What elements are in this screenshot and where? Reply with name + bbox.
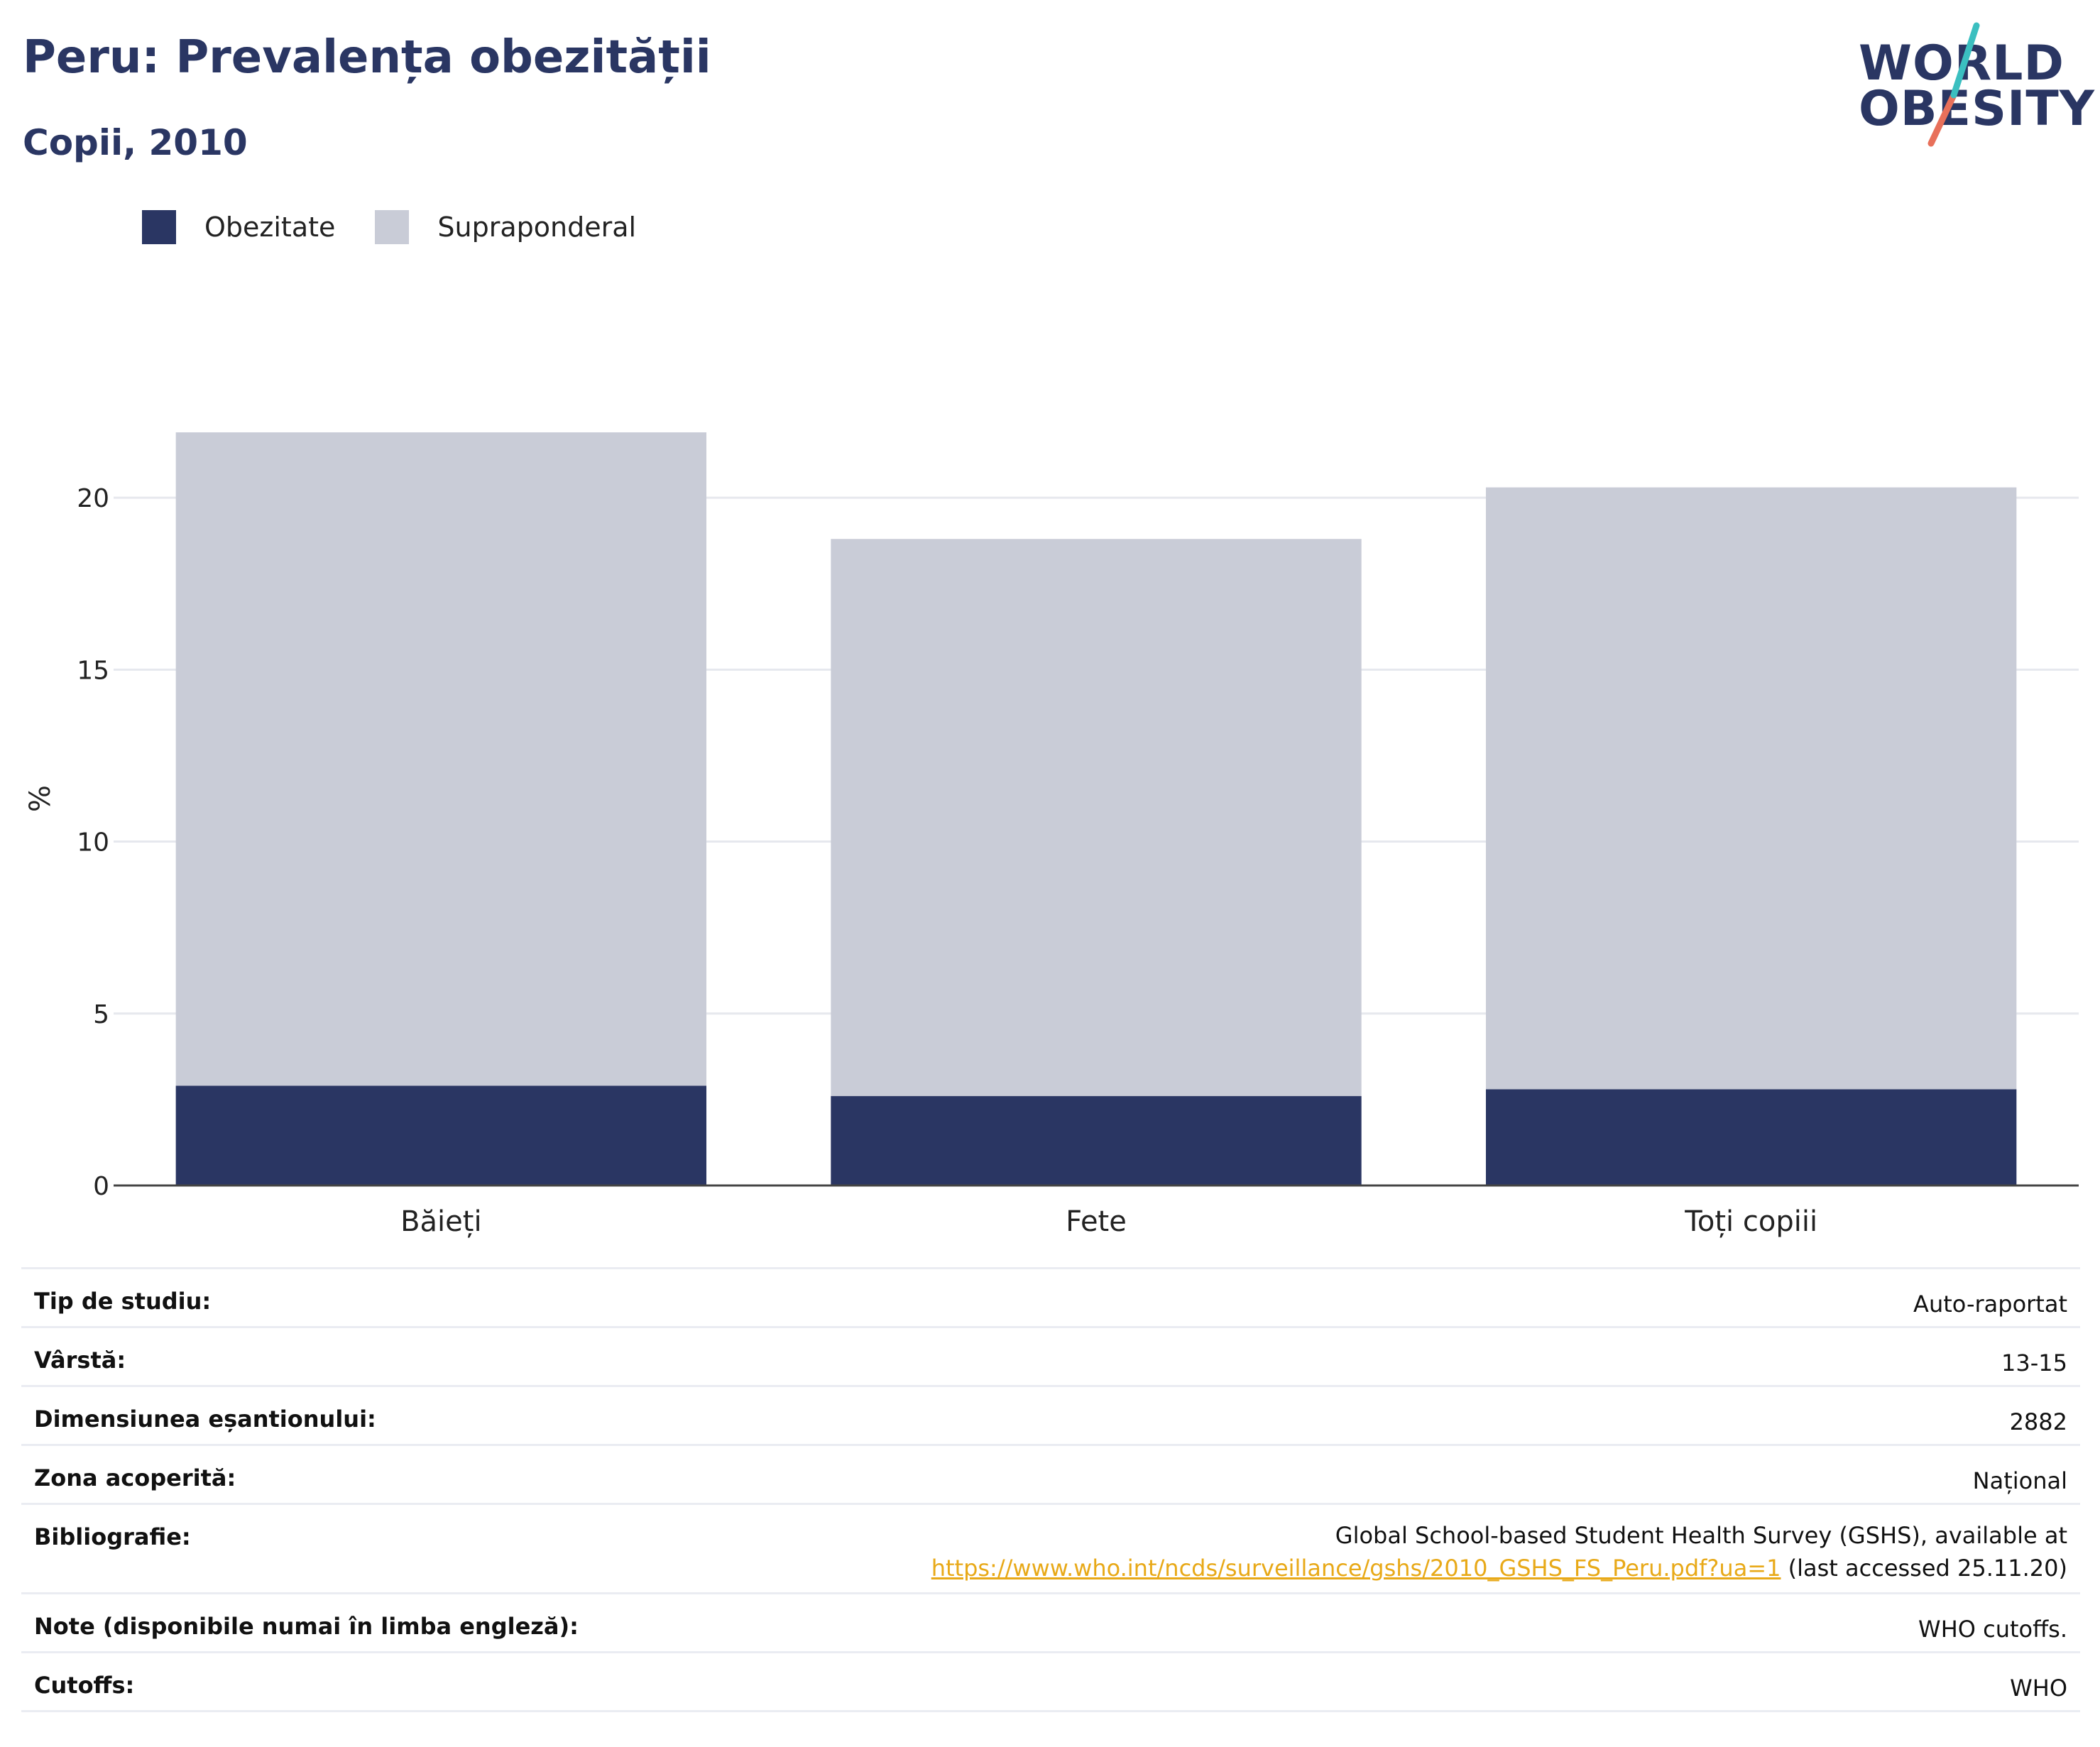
meta-value: 13-15 (2001, 1349, 2067, 1376)
meta-row: Dimensiunea eșantionului: 2882 (21, 1385, 2080, 1444)
y-tick-label: 15 (77, 656, 109, 685)
bar-obesity (831, 1096, 1362, 1185)
chart-title: Peru: Prevalența obezității (23, 31, 711, 84)
meta-label: Dimensiunea eșantionului: (34, 1406, 376, 1433)
legend-item-overweight[interactable]: Supraponderal (375, 210, 636, 244)
meta-row-bibliography: Bibliografie: Global School-based Studen… (21, 1503, 2080, 1592)
meta-label: Tip de studiu: (34, 1288, 212, 1315)
bar-obesity (175, 1085, 707, 1185)
study-info-table: Tip de studiu: Auto-raportat Vârstă: 13-15 D… (21, 1267, 2080, 1712)
legend-label-overweight: Supraponderal (437, 212, 637, 243)
bar-overweight (175, 432, 707, 1086)
meta-label: Cutoffs: (34, 1672, 135, 1699)
meta-label-bibliography: Bibliografie: (34, 1523, 191, 1550)
meta-row: Vârstă: 13-15 (21, 1326, 2080, 1385)
meta-row: Tip de studiu: Auto-raportat (21, 1267, 2080, 1326)
meta-label: Vârstă: (34, 1347, 126, 1374)
legend-swatch-obesity (142, 210, 176, 244)
bar-overweight (1485, 487, 2017, 1090)
meta-value: WHO cutoffs. (1918, 1616, 2067, 1643)
meta-value: Auto-raportat (1913, 1291, 2067, 1318)
x-tick-label: Băieți (400, 1205, 481, 1238)
bar-obesity (1485, 1089, 2017, 1185)
world-obesity-logo: WORLD OBESITY (1846, 21, 2094, 149)
logo-slash-icon (1927, 22, 1980, 147)
bibliography-text: Global School-based Student Health Surve… (1335, 1522, 2067, 1549)
y-tick-label: 0 (93, 1172, 109, 1201)
y-axis-label: % (24, 785, 57, 812)
meta-value: 2882 (2009, 1408, 2067, 1435)
y-tick-label: 5 (93, 1000, 109, 1029)
logo-word-2: OBESITY (1859, 81, 2095, 137)
bar-overweight (831, 539, 1362, 1097)
stacked-bar-chart: 0 5 10 15 20% Băieți Fete Toți copiii (24, 432, 2079, 1238)
bibliography-value: Global School-based Student Health Surve… (931, 1519, 2067, 1584)
meta-row: Zona acoperită: Național (21, 1444, 2080, 1503)
chart-legend: Obezitate Supraponderal (142, 210, 676, 244)
meta-row: Note (disponibile numai în limba engleză… (21, 1592, 2080, 1651)
legend-label-obesity: Obezitate (204, 212, 336, 243)
legend-item-obesity[interactable]: Obezitate (142, 210, 335, 244)
x-tick-label: Fete (1066, 1205, 1127, 1238)
meta-value: Național (1972, 1467, 2067, 1494)
bibliography-accessed: (last accessed 25.11.20) (1781, 1555, 2067, 1582)
x-tick-label: Toți copiii (1684, 1205, 1817, 1238)
meta-row: Cutoffs: WHO (21, 1651, 2080, 1710)
chart-subtitle: Copii, 2010 (23, 122, 248, 163)
bibliography-link[interactable]: https://www.who.int/ncds/surveillance/gs… (931, 1555, 1781, 1582)
meta-value: WHO (2010, 1675, 2067, 1702)
legend-swatch-overweight (375, 210, 410, 244)
meta-label: Note (disponibile numai în limba engleză… (34, 1613, 579, 1640)
meta-label: Zona acoperită: (34, 1464, 236, 1491)
y-tick-label: 10 (77, 828, 109, 858)
y-tick-label: 20 (77, 484, 109, 513)
meta-end-divider (21, 1710, 2080, 1712)
